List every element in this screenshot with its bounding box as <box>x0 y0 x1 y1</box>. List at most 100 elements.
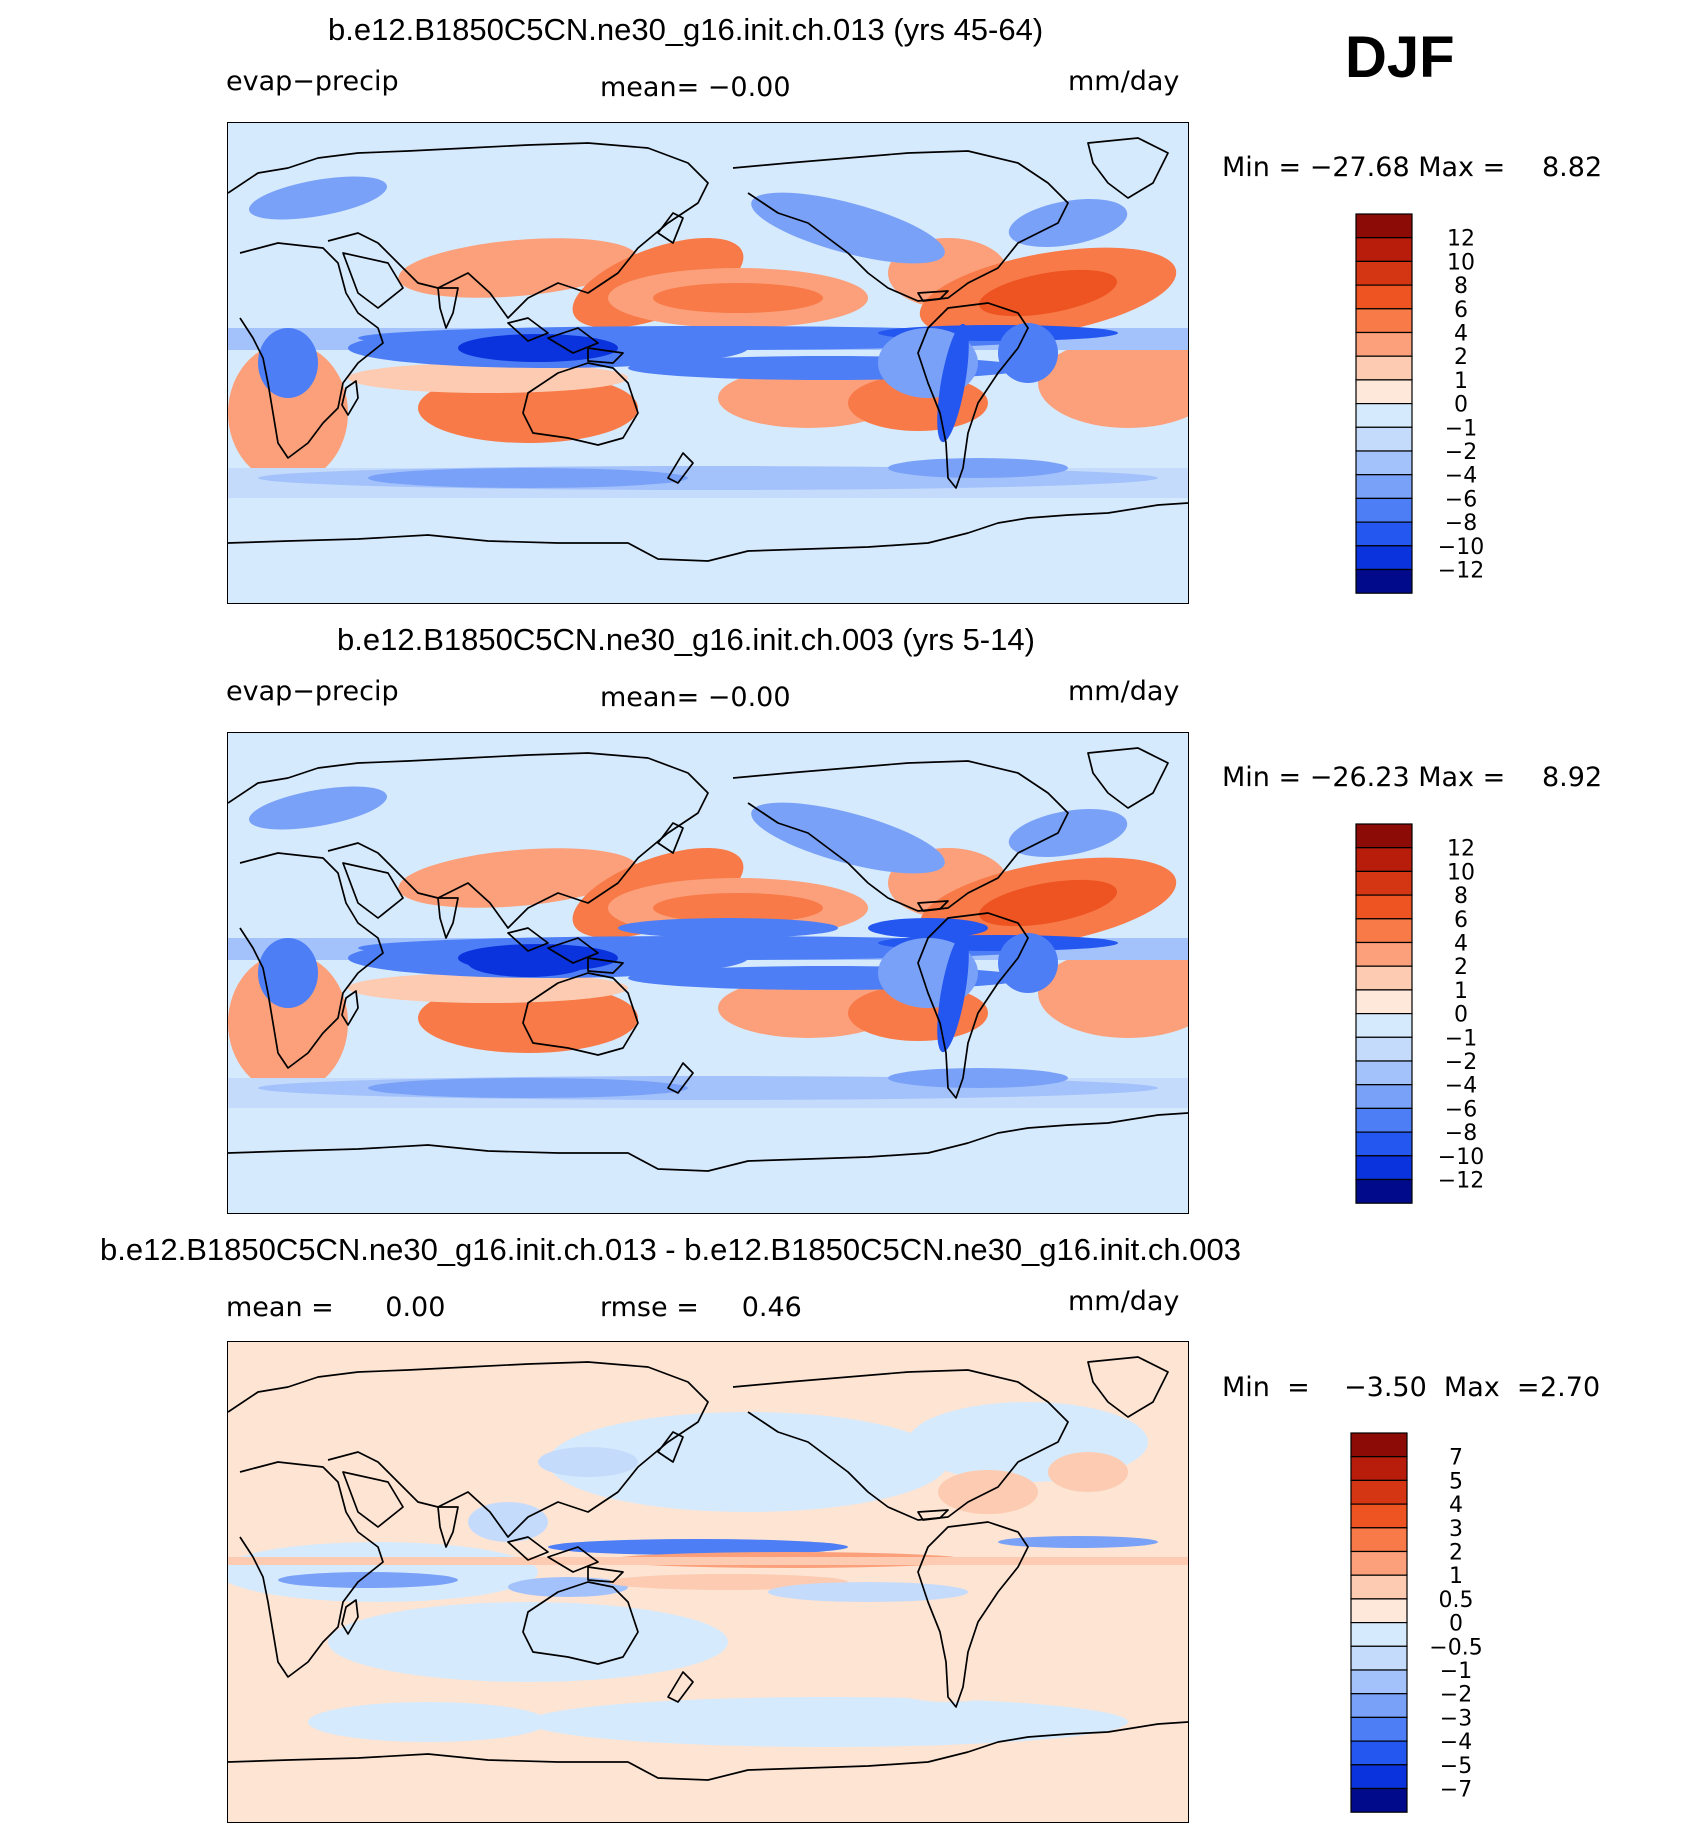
contour-region <box>888 1068 1068 1088</box>
panel-b-min-label: Min = −26.23 Max = <box>1222 762 1506 793</box>
panel-c-units-label: mm/day <box>1068 1286 1180 1317</box>
contour-region <box>458 334 618 362</box>
contour-region <box>618 918 838 938</box>
coastline <box>507 927 624 974</box>
colorbar-box <box>1355 1036 1413 1062</box>
colorbar-tick-label: −8 <box>1445 511 1477 536</box>
colorbar-box <box>1350 1622 1408 1647</box>
colorbar-tick-label: −5 <box>1440 1754 1472 1779</box>
coastline <box>228 1721 1188 1781</box>
colorbar-tick-label: 4 <box>1449 1493 1463 1518</box>
coastline <box>1087 137 1169 199</box>
colorbar-tick-label: 6 <box>1454 908 1468 933</box>
colorbar-box <box>1350 1787 1408 1813</box>
contour-region <box>937 323 969 443</box>
colorbar-tick-label: −6 <box>1445 487 1477 512</box>
panel-a-colorbar: 12 10 8 6 4 2 1 0 −1 −2 −4 −6 −8 −10 −12 <box>1355 213 1485 595</box>
contour-region <box>751 192 945 264</box>
contour-region <box>258 328 318 398</box>
contour-region <box>937 933 969 1053</box>
colorbar-box <box>1355 1155 1413 1181</box>
contour-band <box>228 1557 1188 1565</box>
panel-c-map-field <box>228 1356 1188 1781</box>
panel-b-colorbar: 12 10 8 6 4 2 1 0 −1 −2 −4 −6 −8 −10 −12 <box>1355 823 1485 1205</box>
contour-region <box>998 1536 1158 1548</box>
colorbar-tick-label: −1 <box>1440 1659 1472 1684</box>
colorbar-box <box>1355 918 1413 944</box>
colorbar-box <box>1355 1084 1413 1110</box>
contour-region <box>1038 338 1188 428</box>
colorbar-tick-label: 0.5 <box>1439 1588 1474 1613</box>
contour-region <box>1048 1452 1128 1492</box>
colorbar-box <box>1350 1432 1408 1458</box>
colorbar-box <box>1355 545 1413 571</box>
coastline <box>657 1431 684 1463</box>
contour-region <box>768 1582 968 1602</box>
colorbar-box <box>1355 870 1413 896</box>
contour-region <box>978 879 1118 927</box>
contour-region <box>978 269 1118 317</box>
colorbar-tick-label: 0 <box>1454 1003 1468 1028</box>
coastline <box>228 752 709 929</box>
panel-c-map <box>227 1341 1189 1823</box>
coastline <box>917 1521 1029 1708</box>
season-label: DJF <box>1345 25 1455 90</box>
colorbar-tick-label: −0.5 <box>1429 1635 1482 1660</box>
panel-a-mean-label: mean= −0.00 <box>600 72 791 103</box>
coastline <box>228 1112 1188 1172</box>
coastline <box>522 1581 639 1665</box>
coastline <box>667 452 694 484</box>
coastline <box>917 900 949 912</box>
colorbar-box <box>1350 1693 1408 1719</box>
panel-a-variable-label: evap−precip <box>226 66 399 97</box>
colorbar-box <box>1355 568 1413 594</box>
coastline <box>1087 1356 1169 1418</box>
colorbar-box <box>1355 331 1413 357</box>
colorbar-tick-label: 10 <box>1447 250 1475 275</box>
contour-region <box>348 363 628 393</box>
colorbar-box <box>1355 426 1413 452</box>
colorbar-box <box>1355 213 1413 239</box>
coastline <box>239 1461 384 1678</box>
colorbar-tick-label: −3 <box>1440 1706 1472 1731</box>
colorbar-box <box>1355 1178 1413 1204</box>
colorbar-box <box>1355 989 1413 1015</box>
colorbar-tick-label: −10 <box>1438 1145 1484 1170</box>
panel-a-max-value: 8.82 <box>1542 152 1603 183</box>
panel-c-rmse-label: rmse = 0.46 <box>600 1292 802 1323</box>
colorbar-box <box>1355 260 1413 286</box>
contour-region <box>858 1622 1038 1702</box>
coastline <box>732 760 1069 912</box>
panel-c-min-label: Min = −3.50 Max = <box>1222 1372 1540 1403</box>
coastline <box>917 912 1029 1099</box>
coastline <box>917 290 949 302</box>
coastline <box>522 972 639 1056</box>
panel-c-minmax: Min = −3.50 Max = 2.70 <box>1222 1372 1600 1403</box>
colorbar-tick-label: −7 <box>1440 1778 1472 1803</box>
contour-region <box>1038 948 1188 1038</box>
colorbar-box <box>1355 450 1413 476</box>
colorbar-box <box>1355 284 1413 310</box>
colorbar-box <box>1355 823 1413 849</box>
coastline <box>917 302 1029 489</box>
contour-region <box>468 949 588 977</box>
contour-region <box>888 458 1068 478</box>
colorbar-box <box>1355 521 1413 547</box>
coastline <box>667 1671 694 1703</box>
panel-b-mean-label: mean= −0.00 <box>600 682 791 713</box>
panel-b-minmax: Min = −26.23 Max = 8.92 <box>1222 762 1602 793</box>
panel-a-map <box>227 122 1189 604</box>
contour-region <box>998 323 1058 383</box>
coastline <box>507 317 624 364</box>
coastline <box>342 252 404 309</box>
colorbar-box <box>1355 379 1413 405</box>
colorbar-box <box>1350 1740 1408 1766</box>
colorbar-tick-label: −2 <box>1440 1683 1472 1708</box>
coastline <box>732 1369 1069 1521</box>
panel-b-max-value: 8.92 <box>1542 762 1603 793</box>
colorbar-box <box>1350 1456 1408 1482</box>
colorbar-box <box>1350 1764 1408 1790</box>
panel-a-map-field <box>228 137 1188 562</box>
panel-b-map <box>227 732 1189 1214</box>
